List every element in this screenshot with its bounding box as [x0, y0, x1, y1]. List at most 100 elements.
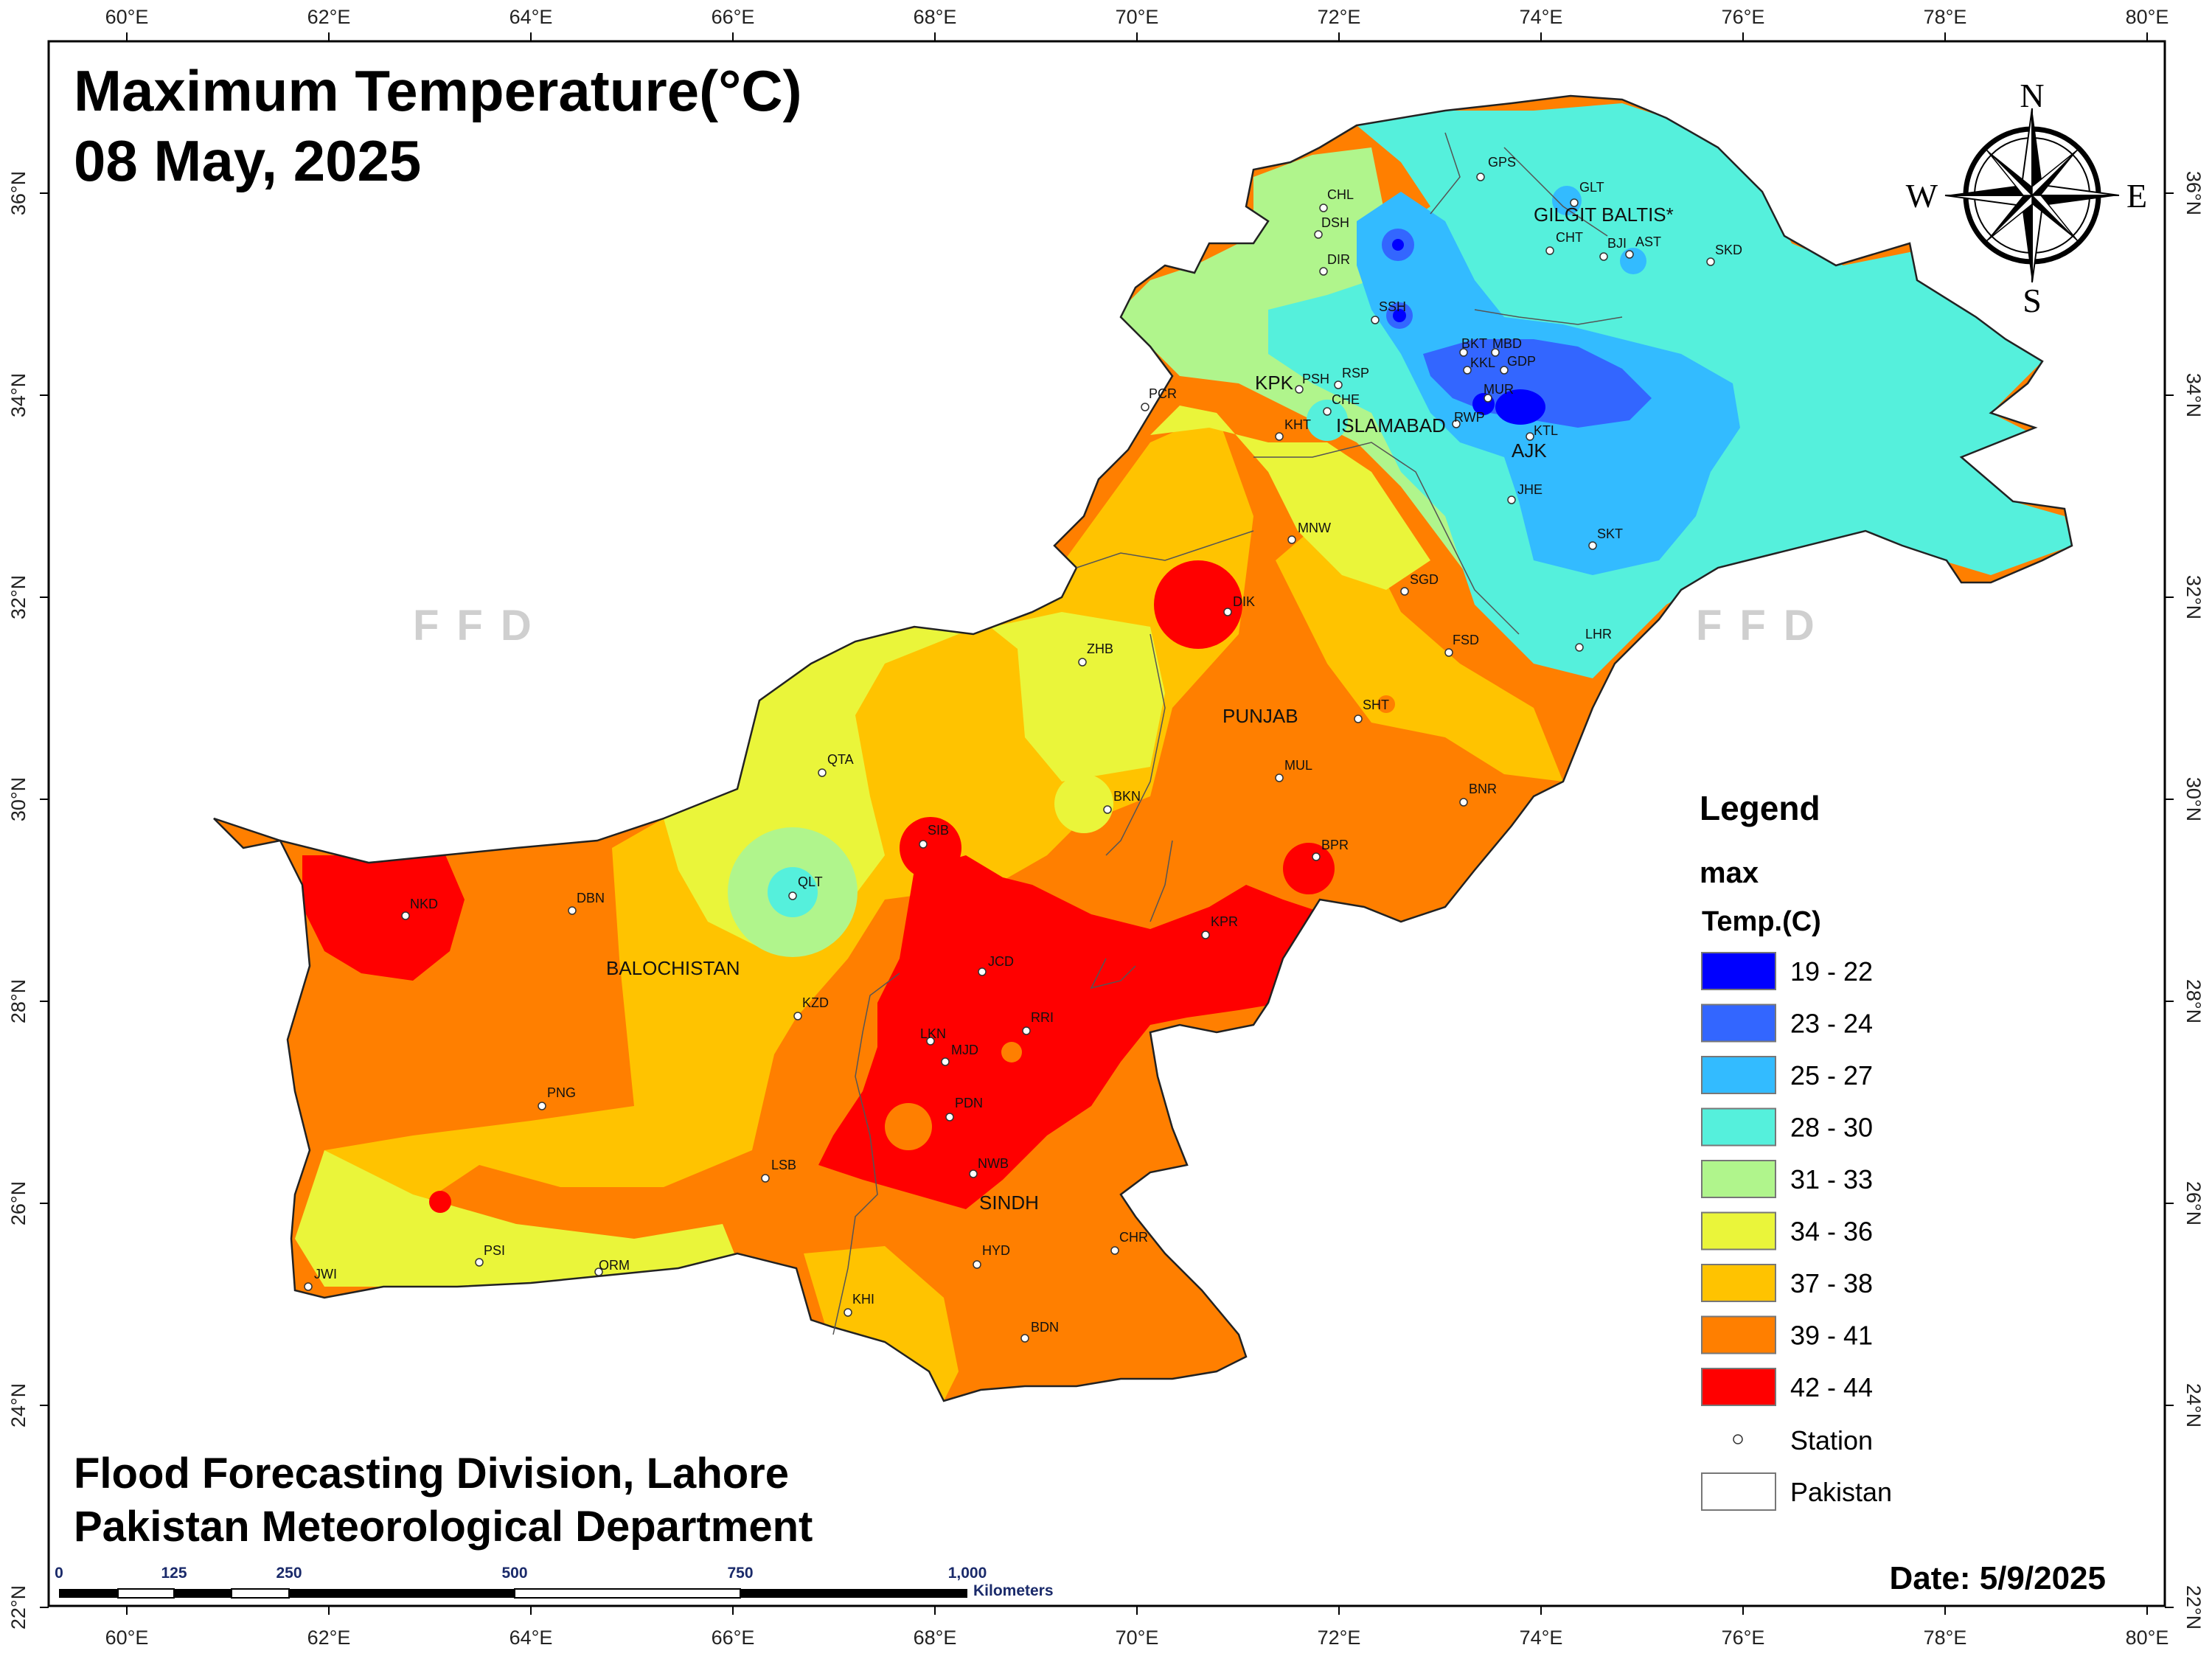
- svg-text:RWP: RWP: [1454, 410, 1485, 425]
- region-labels: GILGIT BALTIS* KPK ISLAMABAD AJK PUNJAB …: [606, 204, 1674, 1214]
- legend-item-19-22: 19 - 22: [1701, 952, 1873, 990]
- svg-text:NWB: NWB: [978, 1156, 1009, 1171]
- svg-text:ZHB: ZHB: [1087, 641, 1113, 656]
- station-sgd: SGD: [1400, 572, 1439, 596]
- legend-swatch: [1701, 1368, 1776, 1406]
- station-khi: KHI: [844, 1292, 874, 1317]
- svg-text:Pakistan: Pakistan: [1790, 1477, 1892, 1507]
- map-legend: Legend max Temp.(C) 19 - 22 23 - 24 25 - 2…: [1700, 789, 1892, 1511]
- legend-swatch: [1701, 1056, 1776, 1094]
- svg-text:70°E: 70°E: [1116, 1627, 1159, 1649]
- station-dbn: DBN: [568, 891, 605, 915]
- station-ssh: SSH: [1371, 299, 1406, 324]
- svg-text:64°E: 64°E: [509, 6, 553, 28]
- region-label-balochistan: BALOCHISTAN: [606, 957, 740, 979]
- station-markers: GPS GLT CHL DSH CHT BJI AST SKD DIR SSH …: [304, 155, 1742, 1343]
- svg-text:24°N: 24°N: [2183, 1383, 2205, 1427]
- svg-text:QLT: QLT: [798, 874, 823, 889]
- svg-text:36°N: 36°N: [2183, 171, 2205, 215]
- station-ktl: KTL: [1526, 423, 1558, 441]
- svg-text:GDP: GDP: [1507, 354, 1536, 369]
- svg-text:LHR: LHR: [1585, 627, 1612, 641]
- svg-text:30°N: 30°N: [7, 777, 29, 821]
- svg-text:250: 250: [276, 1565, 302, 1582]
- svg-text:PSI: PSI: [484, 1243, 505, 1258]
- date-label: Date: 5/9/2025: [1889, 1560, 2106, 1596]
- svg-text:AST: AST: [1635, 234, 1661, 249]
- latitude-labels: 36°N 34°N 32°N 30°N 28°N 26°N 24°N 22°N …: [7, 171, 2205, 1630]
- station-psi: PSI: [475, 1243, 505, 1267]
- svg-text:GPS: GPS: [1488, 155, 1516, 170]
- legend-item-28-30: 28 - 30: [1701, 1107, 1873, 1147]
- svg-text:72°E: 72°E: [1318, 1627, 1361, 1649]
- station-kkl: KKL: [1463, 355, 1495, 375]
- svg-text:PDN: PDN: [955, 1096, 983, 1110]
- svg-text:66°E: 66°E: [712, 6, 755, 28]
- legend-swatch-label: 34 - 36: [1790, 1217, 1873, 1247]
- svg-text:DSH: DSH: [1321, 215, 1349, 230]
- svg-text:750: 750: [727, 1565, 753, 1582]
- legend-swatch-label: 19 - 22: [1790, 956, 1873, 987]
- svg-text:MBD: MBD: [1492, 336, 1522, 351]
- legend-swatch-label: 23 - 24: [1790, 1009, 1873, 1039]
- scale-bar: 0 125 250 500 750 1,000 Kilometers: [55, 1565, 1053, 1599]
- station-bkn: BKN: [1103, 789, 1141, 814]
- region-label-ajk: AJK: [1512, 439, 1547, 462]
- svg-text:CHE: CHE: [1332, 392, 1360, 407]
- svg-text:KHI: KHI: [852, 1292, 874, 1307]
- svg-text:DBN: DBN: [577, 891, 605, 905]
- station-jcd: JCD: [978, 954, 1014, 976]
- svg-text:28°N: 28°N: [2183, 979, 2205, 1023]
- svg-text:36°N: 36°N: [7, 171, 29, 215]
- station-gdp: GDP: [1500, 354, 1536, 375]
- station-cht: CHT: [1545, 230, 1583, 255]
- station-png: PNG: [538, 1085, 576, 1110]
- legend-item-34-36: 34 - 36: [1701, 1211, 1873, 1251]
- svg-text:Station: Station: [1790, 1425, 1873, 1455]
- svg-text:62°E: 62°E: [307, 6, 351, 28]
- station-rsp: RSP: [1334, 366, 1369, 389]
- watermark-right: FFD: [1696, 602, 1832, 650]
- station-lkn: LKN: [920, 1026, 946, 1046]
- station-gps: GPS: [1476, 155, 1516, 181]
- station-chr: CHR: [1110, 1230, 1148, 1255]
- station-chl: CHL: [1319, 187, 1354, 212]
- svg-text:KHT: KHT: [1284, 417, 1311, 432]
- station-nwb: NWB: [969, 1156, 1009, 1178]
- station-lsb: LSB: [761, 1158, 796, 1183]
- station-nkd: NKD: [401, 897, 438, 920]
- svg-text:JCD: JCD: [988, 954, 1014, 969]
- station-rri: RRI: [1022, 1010, 1054, 1035]
- svg-text:CHT: CHT: [1556, 230, 1583, 245]
- svg-text:22°N: 22°N: [7, 1585, 29, 1630]
- svg-text:CHR: CHR: [1119, 1230, 1148, 1245]
- station-sib: SIB: [919, 823, 949, 849]
- region-label-kpk: KPK: [1255, 372, 1294, 394]
- svg-text:RSP: RSP: [1342, 366, 1369, 380]
- station-mnw: MNW: [1287, 521, 1331, 544]
- svg-text:SKD: SKD: [1715, 243, 1742, 257]
- svg-text:34°N: 34°N: [2183, 373, 2205, 417]
- svg-text:28°N: 28°N: [7, 979, 29, 1023]
- svg-text:FSD: FSD: [1453, 633, 1479, 647]
- station-zhb: ZHB: [1078, 641, 1113, 667]
- svg-text:MJD: MJD: [951, 1043, 978, 1057]
- station-kht: KHT: [1275, 417, 1311, 441]
- legend-field: max: [1700, 857, 1759, 889]
- legend-item-42-44: 42 - 44: [1701, 1368, 1873, 1406]
- svg-text:KPR: KPR: [1211, 914, 1238, 929]
- svg-text:Kilometers: Kilometers: [973, 1582, 1054, 1599]
- station-jwi: JWI: [304, 1267, 337, 1291]
- svg-text:72°E: 72°E: [1318, 6, 1361, 28]
- svg-text:BDN: BDN: [1031, 1320, 1059, 1335]
- station-fsd: FSD: [1444, 633, 1479, 657]
- station-bkt: BKT: [1459, 336, 1487, 357]
- svg-text:62°E: 62°E: [307, 1627, 351, 1649]
- legend-item-23-24: 23 - 24: [1701, 1004, 1873, 1043]
- svg-text:76°E: 76°E: [1722, 6, 1765, 28]
- region-label-punjab: PUNJAB: [1222, 705, 1298, 727]
- svg-text:26°N: 26°N: [2183, 1181, 2205, 1225]
- legend-swatch: [1701, 1160, 1776, 1198]
- svg-text:SKT: SKT: [1597, 526, 1623, 541]
- station-mjd: MJD: [941, 1043, 978, 1066]
